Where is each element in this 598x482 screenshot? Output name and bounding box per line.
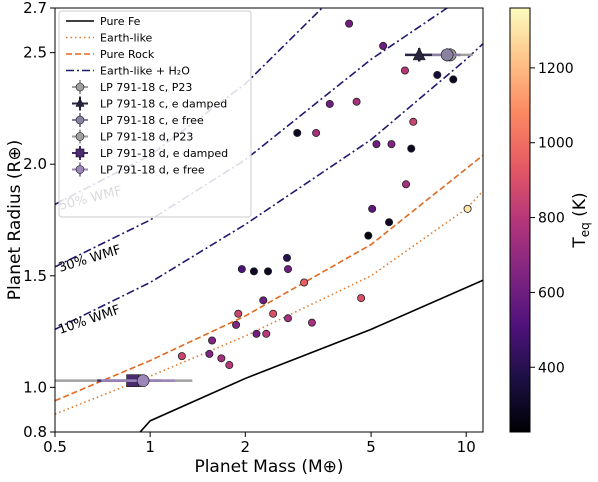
legend-label: LP 791-18 c, e free bbox=[100, 114, 204, 127]
planet-point bbox=[264, 267, 273, 276]
planet-point bbox=[217, 354, 226, 363]
colorbar-tick-label: 1000 bbox=[538, 136, 574, 152]
planet-point bbox=[300, 278, 309, 287]
legend-label: LP 791-18 d, e free bbox=[100, 164, 205, 177]
legend-label: LP 791-18 d, e damped bbox=[100, 147, 228, 160]
plot-frame bbox=[54, 7, 484, 433]
planet-point bbox=[262, 329, 271, 338]
planet-point bbox=[409, 117, 418, 126]
planet-point bbox=[232, 320, 241, 329]
legend-marker bbox=[75, 115, 85, 125]
planet-point bbox=[225, 361, 234, 370]
legend-label: LP 791-18 c, e damped bbox=[100, 98, 227, 111]
planet-marker bbox=[136, 374, 150, 387]
legend-marker bbox=[75, 165, 85, 174]
planet-point bbox=[269, 309, 278, 318]
model-curve bbox=[55, 154, 483, 402]
planet-point bbox=[208, 336, 217, 345]
legend-marker bbox=[75, 97, 85, 107]
y-tick-label: 1.0 bbox=[23, 378, 47, 396]
legend-box bbox=[58, 10, 252, 218]
planet-point bbox=[249, 267, 258, 276]
planet-point bbox=[463, 204, 472, 213]
x-tick-label: 1 bbox=[145, 438, 155, 456]
colorbar-tick-label: 1200 bbox=[538, 61, 574, 77]
planet-point bbox=[177, 352, 186, 361]
planet-point bbox=[400, 66, 409, 75]
planet-point bbox=[284, 314, 293, 323]
colorbar-tick-label: 400 bbox=[538, 360, 565, 376]
legend: Pure Fe Earth-like Pure Rock Earth-like + H… bbox=[58, 10, 252, 218]
y-tick-label: 2.7 bbox=[23, 0, 47, 17]
y-tick-label: 1.5 bbox=[23, 267, 47, 285]
legend-label: Earth-like bbox=[100, 32, 153, 45]
colorbar-label-sub: eq bbox=[578, 222, 592, 237]
legend-label: Earth-like + H₂O bbox=[100, 65, 190, 78]
planet-point bbox=[449, 75, 458, 84]
planet-point bbox=[307, 318, 316, 327]
y-tick-label: 0.8 bbox=[23, 423, 47, 441]
model-curve bbox=[55, 43, 483, 331]
y-axis-label: Planet Radius (R⊕) bbox=[5, 140, 25, 300]
wmf-annotation: 30% WMF bbox=[57, 243, 123, 276]
planet-point bbox=[345, 19, 354, 28]
planet-point bbox=[237, 265, 246, 274]
planet-point bbox=[379, 41, 388, 50]
x-tick-label: 10 bbox=[457, 438, 476, 456]
wmf-annotation: 10% WMF bbox=[56, 303, 122, 338]
planet-point bbox=[372, 140, 381, 149]
x-tick-label: 2 bbox=[241, 438, 251, 456]
planet-point bbox=[284, 265, 293, 274]
legend-label: Pure Fe bbox=[100, 15, 141, 28]
y-tick-label: 2.5 bbox=[23, 44, 47, 62]
colorbar-tick-label: 600 bbox=[538, 285, 565, 301]
model-curve bbox=[139, 279, 483, 432]
planet-point bbox=[293, 128, 302, 137]
planet-marker bbox=[440, 48, 454, 62]
legend-marker bbox=[75, 148, 85, 158]
colorbar-label-main: T bbox=[570, 237, 590, 249]
legend-label: LP 791-18 d, P23 bbox=[100, 131, 193, 144]
legend-label: Pure Rock bbox=[100, 48, 155, 61]
planet-point bbox=[259, 296, 268, 305]
planet-point bbox=[325, 99, 334, 108]
planet-point bbox=[205, 349, 214, 358]
planet-point bbox=[407, 144, 416, 153]
planet-marker bbox=[412, 47, 426, 61]
colorbar-label: Teq (K) bbox=[570, 192, 592, 248]
x-axis-label: Planet Mass (M⊕) bbox=[194, 457, 343, 477]
colorbar bbox=[509, 7, 531, 433]
planet-point bbox=[433, 70, 442, 79]
x-tick-label: 5 bbox=[366, 438, 376, 456]
planet-point bbox=[364, 231, 373, 240]
planet-point bbox=[252, 329, 261, 338]
legend-marker bbox=[75, 82, 85, 92]
legend-marker bbox=[75, 132, 85, 141]
model-curve bbox=[55, 8, 448, 268]
planet-point bbox=[312, 128, 321, 137]
colorbar-label-rest: (K) bbox=[570, 192, 590, 222]
model-curve bbox=[55, 190, 483, 415]
planet-point bbox=[352, 97, 361, 106]
planet-point bbox=[387, 140, 396, 149]
planet-point bbox=[368, 204, 377, 213]
x-tick-label: 0.5 bbox=[43, 438, 67, 456]
legend-label: LP 791-18 c, P23 bbox=[100, 81, 192, 94]
planet-point bbox=[385, 218, 394, 227]
planet-point bbox=[234, 309, 243, 318]
colorbar-tick-label: 800 bbox=[538, 211, 565, 227]
planet-point bbox=[402, 180, 411, 189]
planet-point bbox=[282, 253, 291, 262]
planet-point bbox=[357, 294, 366, 303]
y-tick-label: 2.0 bbox=[23, 155, 47, 173]
